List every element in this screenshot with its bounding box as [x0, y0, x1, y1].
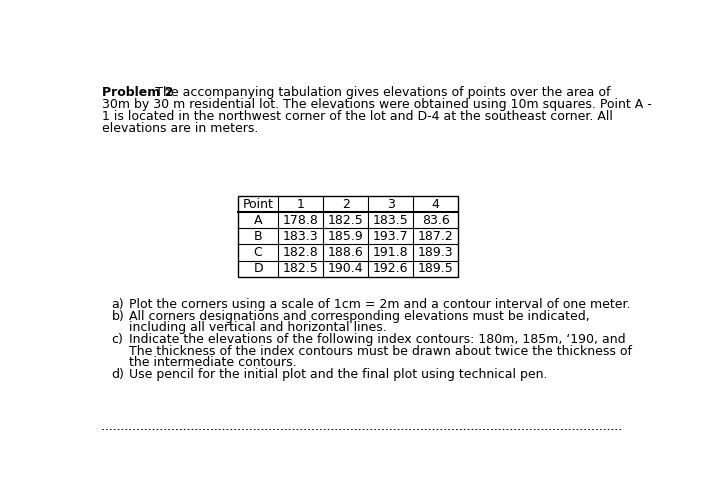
Text: 83.6: 83.6	[421, 214, 450, 227]
Text: 191.8: 191.8	[373, 246, 409, 259]
Text: B: B	[254, 230, 262, 243]
Text: 192.6: 192.6	[373, 262, 409, 275]
Text: 30m by 30 m residential lot. The elevations were obtained using 10m squares. Poi: 30m by 30 m residential lot. The elevati…	[103, 98, 652, 111]
Text: The thickness of the index contours must be drawn about twice the thickness of: The thickness of the index contours must…	[129, 345, 631, 357]
Text: 3: 3	[387, 197, 395, 211]
Text: Problem 2: Problem 2	[103, 86, 174, 99]
Text: b): b)	[112, 310, 124, 323]
Text: including all vertical and horizontal lines.: including all vertical and horizontal li…	[129, 322, 387, 334]
Text: A: A	[254, 214, 262, 227]
Text: : The accompanying tabulation gives elevations of points over the area of: : The accompanying tabulation gives elev…	[147, 86, 611, 99]
Text: 189.5: 189.5	[418, 262, 453, 275]
Text: 193.7: 193.7	[373, 230, 409, 243]
Text: 183.3: 183.3	[283, 230, 319, 243]
Text: 182.8: 182.8	[283, 246, 319, 259]
Text: c): c)	[112, 333, 124, 346]
Text: 188.6: 188.6	[328, 246, 363, 259]
Text: elevations are in meters.: elevations are in meters.	[103, 122, 259, 135]
Text: C: C	[254, 246, 262, 259]
Text: a): a)	[112, 299, 124, 311]
Text: 183.5: 183.5	[373, 214, 409, 227]
Text: All corners designations and corresponding elevations must be indicated,: All corners designations and correspondi…	[129, 310, 590, 323]
Text: 178.8: 178.8	[283, 214, 319, 227]
Text: d): d)	[112, 368, 124, 381]
Text: 4: 4	[432, 197, 440, 211]
Text: D: D	[253, 262, 263, 275]
Text: 182.5: 182.5	[328, 214, 363, 227]
Text: Point: Point	[243, 197, 274, 211]
Text: 189.3: 189.3	[418, 246, 453, 259]
Text: the intermediate contours.: the intermediate contours.	[129, 356, 296, 369]
Text: 1: 1	[297, 197, 305, 211]
Text: Use pencil for the initial plot and the final plot using technical pen.: Use pencil for the initial plot and the …	[129, 368, 547, 381]
Text: 2: 2	[341, 197, 350, 211]
Bar	[238, 196, 458, 277]
Text: Indicate the elevations of the following index contours: 180m, 185m, ‘190, and: Indicate the elevations of the following…	[129, 333, 625, 346]
Text: 182.5: 182.5	[283, 262, 319, 275]
Text: 1 is located in the northwest corner of the lot and D-4 at the southeast corner.: 1 is located in the northwest corner of …	[103, 110, 613, 123]
Text: 187.2: 187.2	[418, 230, 453, 243]
Text: 190.4: 190.4	[328, 262, 363, 275]
Text: Plot the corners using a scale of 1cm = 2m and a contour interval of one meter.: Plot the corners using a scale of 1cm = …	[129, 299, 630, 311]
Text: 185.9: 185.9	[328, 230, 363, 243]
